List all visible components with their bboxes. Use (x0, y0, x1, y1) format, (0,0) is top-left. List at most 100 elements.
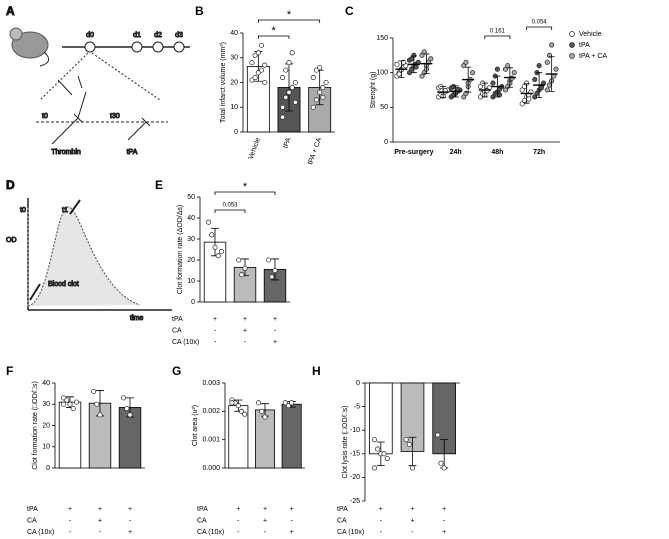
condition-sign: - (411, 529, 414, 536)
data-point (280, 75, 286, 81)
error-bar (452, 85, 459, 98)
y-tick-label: 50 (187, 194, 195, 201)
y-axis-label: Clot formation rate (ΔOD/Δs) (177, 205, 184, 294)
significance-bracket (526, 26, 553, 30)
condition-label: CA (10x) (172, 339, 199, 346)
x-tick-label: Vehicle (248, 137, 262, 161)
data-point (428, 56, 434, 62)
axis-label: OD (6, 237, 17, 244)
significance-label: * (243, 181, 248, 193)
data-point (413, 64, 419, 70)
data-point (421, 49, 427, 55)
condition-sign: + (379, 506, 383, 513)
data-point (70, 405, 76, 412)
data-point (450, 83, 456, 90)
error-bar (548, 56, 555, 92)
y-tick-label: 30 (42, 401, 50, 408)
data-point (438, 460, 444, 466)
data-point (206, 219, 212, 225)
error-bar (423, 53, 430, 74)
data-point (212, 244, 218, 250)
y-tick-label: 0 (234, 129, 238, 136)
error-bar (494, 75, 501, 98)
data-point (406, 441, 412, 447)
data-point (283, 67, 289, 73)
y-tick-label: 20 (42, 422, 50, 429)
data-point (289, 400, 295, 406)
data-point (536, 63, 542, 69)
data-point (242, 411, 248, 417)
data-point (292, 99, 298, 105)
error-bar (481, 82, 488, 98)
error-bar (536, 72, 543, 99)
x-tick-label: Pre-surgery (394, 149, 433, 156)
data-point (505, 63, 511, 69)
day-label: d2 (154, 32, 162, 39)
y-tick-label: 0.001 (202, 437, 220, 444)
condition-sign: - (69, 529, 72, 536)
data-point (494, 66, 500, 72)
condition-sign: - (237, 517, 240, 524)
syringe (29, 199, 81, 301)
y-tick-label: 0.002 (202, 408, 220, 415)
condition-sign: + (442, 506, 446, 513)
y-tick-label: 10 (230, 104, 238, 111)
significance-label: 0.054 (532, 20, 548, 26)
syringe (51, 91, 87, 145)
y-tick-label: 10 (187, 278, 195, 285)
data-point (252, 75, 258, 81)
data-point (259, 408, 265, 414)
legend-marker (569, 42, 575, 48)
data-point (235, 403, 241, 409)
mouse-body (11, 31, 49, 59)
condition-sign: + (128, 506, 132, 513)
y-axis-label: Total infarct volume (mm³) (220, 42, 227, 123)
data-point (526, 96, 532, 102)
condition-label: CA (10x) (27, 529, 54, 536)
data-point (469, 70, 476, 76)
data-point (282, 400, 288, 406)
data-point (435, 432, 441, 438)
x-tick-label: 48h (491, 149, 503, 156)
condition-sign: + (98, 517, 102, 524)
data-point (215, 253, 221, 259)
condition-sign: - (99, 529, 102, 536)
condition-sign: + (273, 316, 277, 323)
data-point (490, 80, 496, 86)
data-point (375, 446, 381, 452)
panel-letter: D (6, 178, 15, 192)
data-point (381, 451, 387, 457)
mouse-tail (39, 51, 50, 67)
y-tick-label: 20 (187, 257, 195, 264)
y-tick-label: -20 (350, 474, 360, 481)
condition-label: CA (10x) (197, 529, 224, 536)
bar (281, 403, 302, 469)
panel-letter: F (6, 364, 13, 378)
condition-sign: + (243, 316, 247, 323)
condition-sign: - (443, 517, 446, 524)
y-tick-label: 0 (46, 465, 50, 472)
condition-label: tPA (337, 506, 348, 513)
data-point (258, 42, 265, 48)
data-point (249, 60, 255, 66)
condition-sign: + (243, 327, 247, 334)
data-point (94, 401, 100, 407)
data-point (262, 414, 268, 420)
data-point (546, 82, 553, 88)
y-tick-label: 40 (42, 380, 50, 387)
legend-marker (569, 53, 575, 59)
condition-sign: + (410, 517, 414, 524)
data-point (262, 79, 268, 86)
data-point (371, 437, 377, 443)
error-bar (523, 83, 530, 104)
data-point (242, 265, 248, 271)
y-tick-label: 0.003 (202, 380, 220, 387)
day-label: d0 (86, 32, 94, 39)
significance-label: * (287, 9, 292, 21)
y-axis-label: Clot lysis rate (□OD/□s) (342, 405, 349, 478)
y-tick-label: 100 (376, 70, 388, 77)
condition-sign: + (273, 339, 277, 346)
y-tick-label: 150 (376, 35, 388, 42)
condition-label: CA (27, 517, 37, 524)
data-point (396, 71, 402, 77)
